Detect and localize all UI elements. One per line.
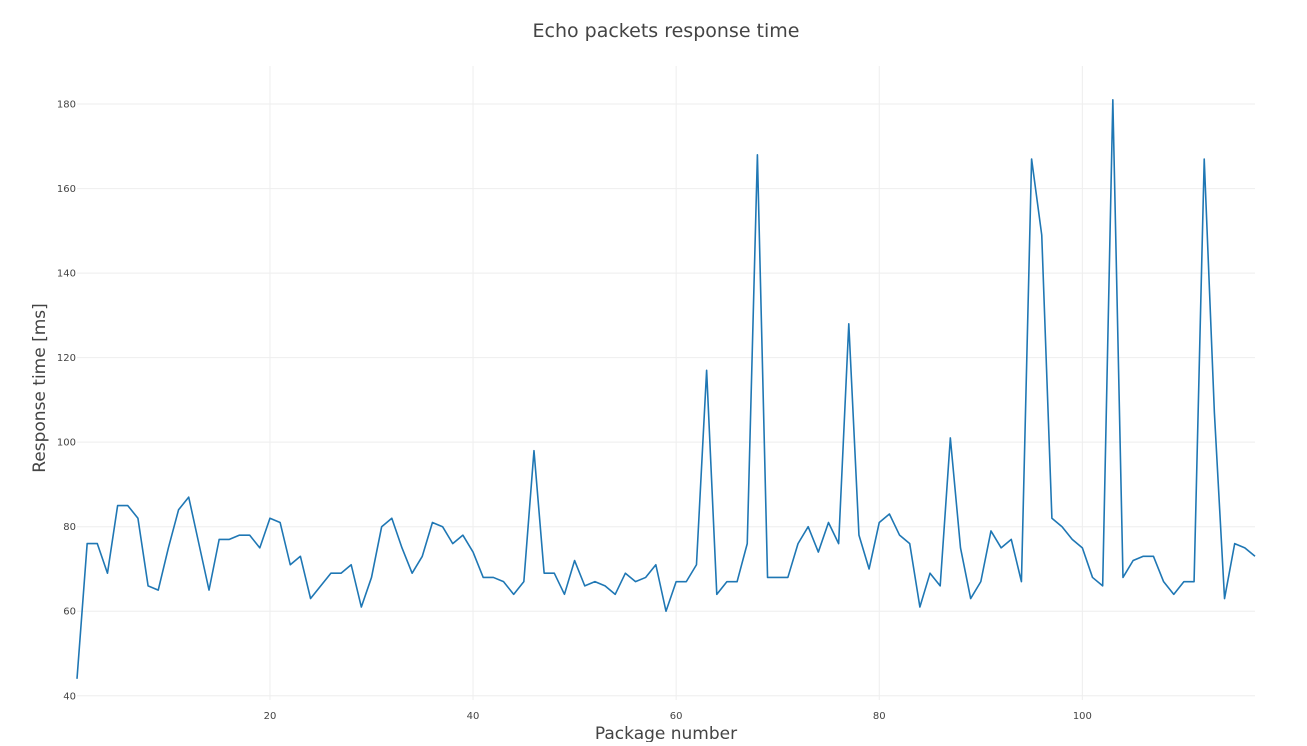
series-line-0 bbox=[76, 99, 1256, 679]
x-tick-label: 20 bbox=[264, 711, 277, 722]
x-tick-label: 100 bbox=[1073, 711, 1092, 722]
x-tick-label: 80 bbox=[873, 711, 886, 722]
x-tick-label: 40 bbox=[467, 711, 480, 722]
y-tick-label: 140 bbox=[57, 269, 76, 280]
y-tick-label: 120 bbox=[57, 353, 76, 364]
grid bbox=[77, 66, 1255, 700]
x-tick-label: 60 bbox=[670, 711, 683, 722]
y-tick-label: 100 bbox=[57, 438, 76, 449]
y-tick-label: 180 bbox=[57, 100, 76, 111]
series bbox=[76, 99, 1256, 679]
y-axis-title: Response time [ms] bbox=[30, 303, 50, 473]
tick-labels: 40 60 80 100 120 140 160 180 20 40 60 80 100 bbox=[57, 100, 1092, 722]
y-tick-label: 40 bbox=[63, 691, 76, 702]
y-tick-label: 160 bbox=[57, 184, 76, 195]
x-axis-title: Package number bbox=[595, 724, 737, 742]
y-tick-label: 60 bbox=[63, 607, 76, 618]
y-tick-label: 80 bbox=[63, 522, 76, 533]
chart-title: Echo packets response time bbox=[533, 20, 800, 42]
